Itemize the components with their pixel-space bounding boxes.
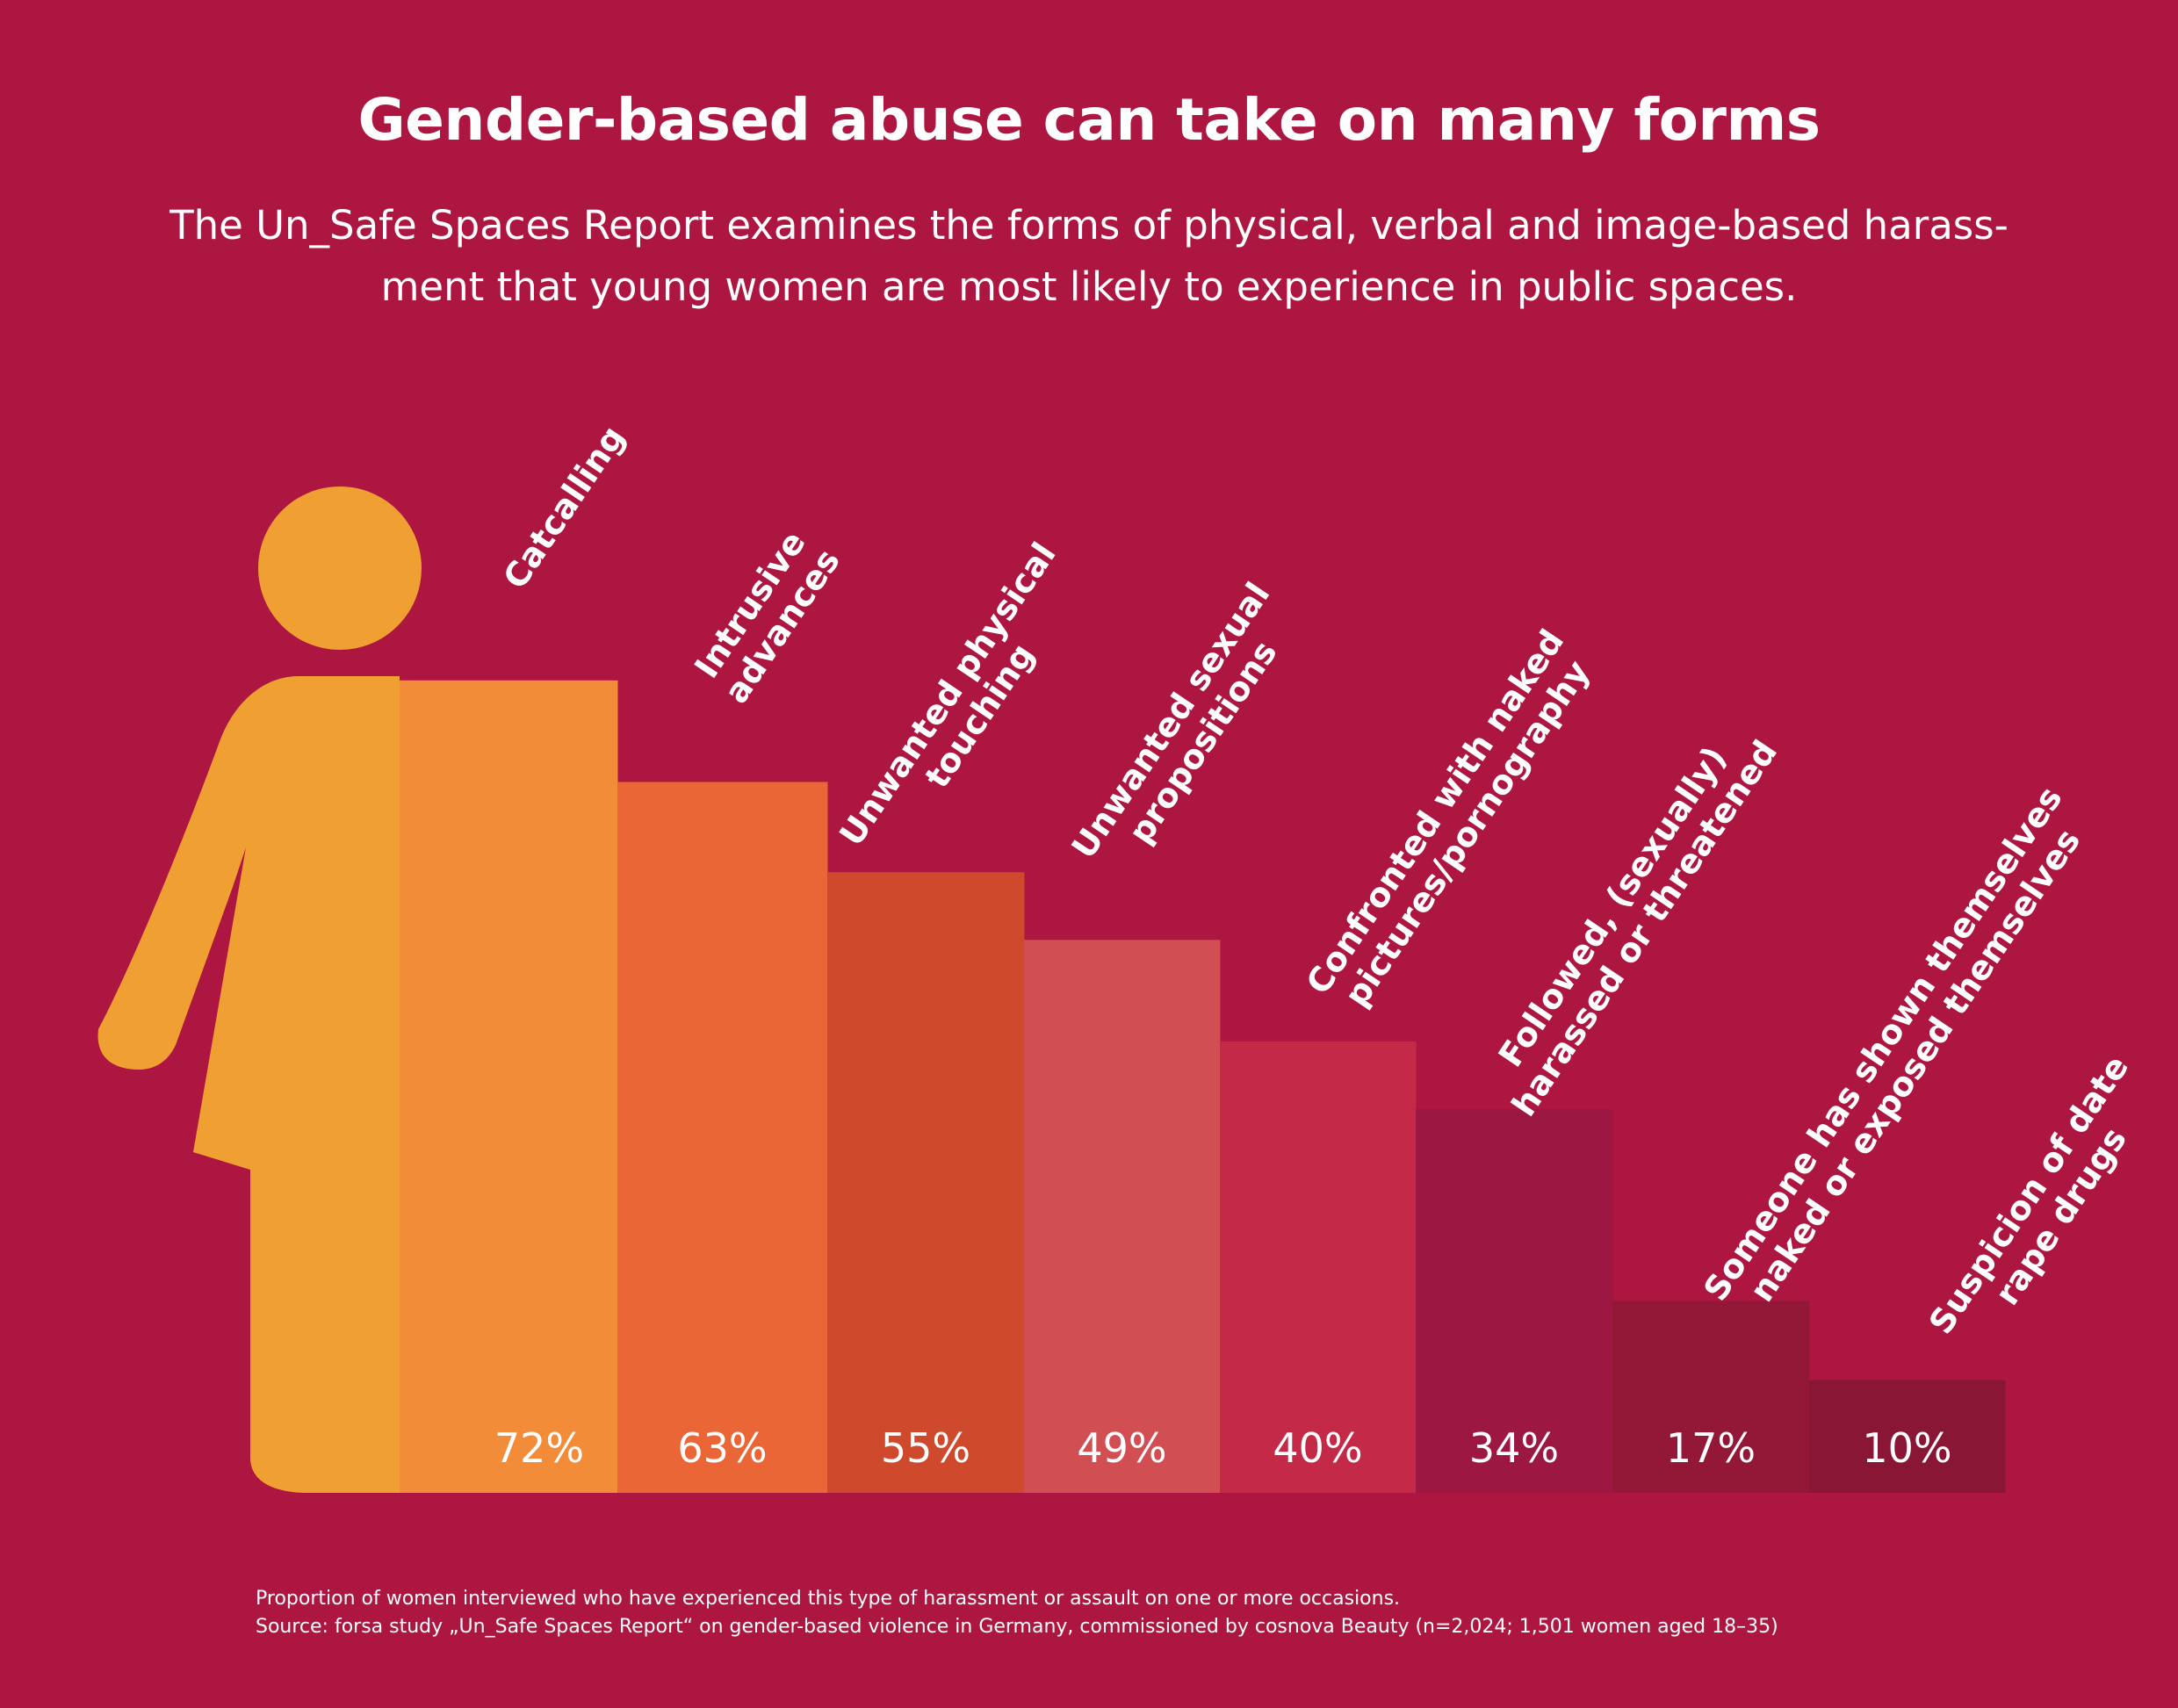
bar-3 bbox=[827, 872, 1025, 1493]
chart-title: Gender-based abuse can take on many form… bbox=[357, 86, 1821, 154]
bar-7 bbox=[1612, 1301, 1810, 1493]
category-label-line: Confronted with naked bbox=[1299, 623, 1572, 1001]
value-label-1: 72% bbox=[494, 1424, 584, 1472]
category-label-line: Catcalling bbox=[495, 419, 632, 595]
category-label-8: Suspicion of daterape drugs bbox=[1922, 1049, 2168, 1362]
value-label-8: 10% bbox=[1862, 1424, 1951, 1472]
category-label-2: Intrusiveadvances bbox=[684, 521, 847, 710]
value-labels-group: 72% 63% 55% 49% 40% 34% 17% 10% bbox=[494, 1424, 1952, 1472]
bar-2 bbox=[617, 782, 828, 1493]
chart-subtitle: The Un_Safe Spaces Report examines the f… bbox=[169, 202, 2009, 310]
bar-5 bbox=[1220, 1041, 1417, 1493]
category-label-line: Unwanted physical bbox=[832, 536, 1063, 853]
category-label-3: Unwanted physicaltouching bbox=[832, 536, 1095, 875]
value-label-3: 55% bbox=[881, 1424, 970, 1472]
bar-4 bbox=[1024, 940, 1221, 1493]
figure-head bbox=[258, 486, 422, 650]
value-label-2: 63% bbox=[677, 1424, 767, 1472]
footnote-description: Proportion of women interviewed who have… bbox=[256, 1588, 1401, 1610]
bars-group bbox=[400, 680, 2006, 1493]
bar-6 bbox=[1416, 1109, 1613, 1493]
footnote-source: Source: forsa study „Un_Safe Spaces Repo… bbox=[256, 1616, 1778, 1638]
category-label-4: Unwanted sexualpropositions bbox=[1064, 575, 1309, 887]
value-label-6: 34% bbox=[1469, 1424, 1559, 1472]
category-label-1: Catcalling bbox=[495, 419, 632, 595]
woman-figure-icon bbox=[97, 486, 422, 1493]
footnote: Proportion of women interviewed who have… bbox=[256, 1585, 2100, 1641]
value-label-7: 17% bbox=[1666, 1424, 1756, 1472]
figure-body bbox=[97, 676, 400, 1493]
value-label-5: 40% bbox=[1273, 1424, 1362, 1472]
category-label-line: Followed, (sexually) bbox=[1491, 739, 1734, 1074]
category-label-line: harassed or threatened bbox=[1504, 733, 1785, 1123]
bar-8 bbox=[1809, 1380, 2006, 1493]
bar-1 bbox=[400, 680, 618, 1493]
value-label-4: 49% bbox=[1077, 1424, 1166, 1472]
